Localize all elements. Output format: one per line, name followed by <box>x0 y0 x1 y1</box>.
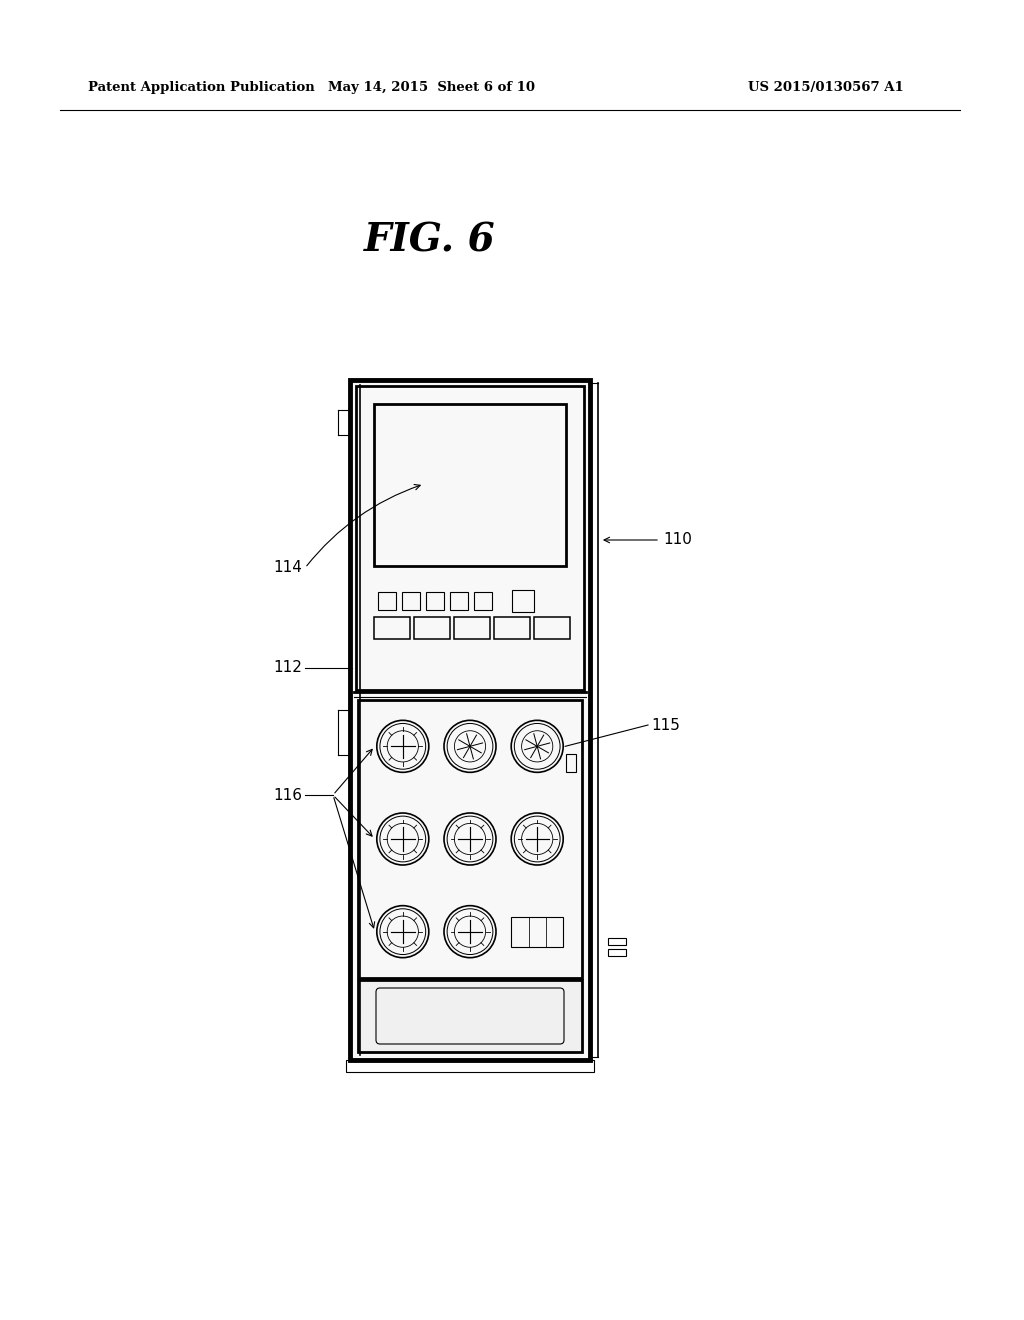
Bar <box>608 949 626 956</box>
Bar <box>474 591 492 610</box>
Bar <box>512 590 534 612</box>
Bar <box>402 591 420 610</box>
Text: 110: 110 <box>663 532 692 548</box>
Bar <box>450 591 468 610</box>
Bar <box>374 616 410 639</box>
Bar <box>494 616 530 639</box>
Text: FIG. 6: FIG. 6 <box>365 220 496 259</box>
Bar <box>454 616 490 639</box>
Bar <box>378 591 396 610</box>
Bar <box>358 979 582 1052</box>
Bar <box>511 916 563 946</box>
Bar <box>346 1060 594 1072</box>
Bar <box>358 700 582 978</box>
Text: 115: 115 <box>651 718 680 733</box>
Bar <box>374 404 566 566</box>
Bar <box>414 616 450 639</box>
Bar <box>356 385 584 690</box>
Bar <box>534 616 570 639</box>
Text: May 14, 2015  Sheet 6 of 10: May 14, 2015 Sheet 6 of 10 <box>329 82 536 95</box>
Text: 114: 114 <box>273 561 302 576</box>
Text: 116: 116 <box>273 788 302 803</box>
Text: US 2015/0130567 A1: US 2015/0130567 A1 <box>748 82 904 95</box>
Text: Patent Application Publication: Patent Application Publication <box>88 82 314 95</box>
Bar <box>426 591 444 610</box>
Text: 112: 112 <box>273 660 302 676</box>
Bar <box>350 380 590 1060</box>
Bar <box>608 939 626 945</box>
Bar <box>566 754 575 772</box>
